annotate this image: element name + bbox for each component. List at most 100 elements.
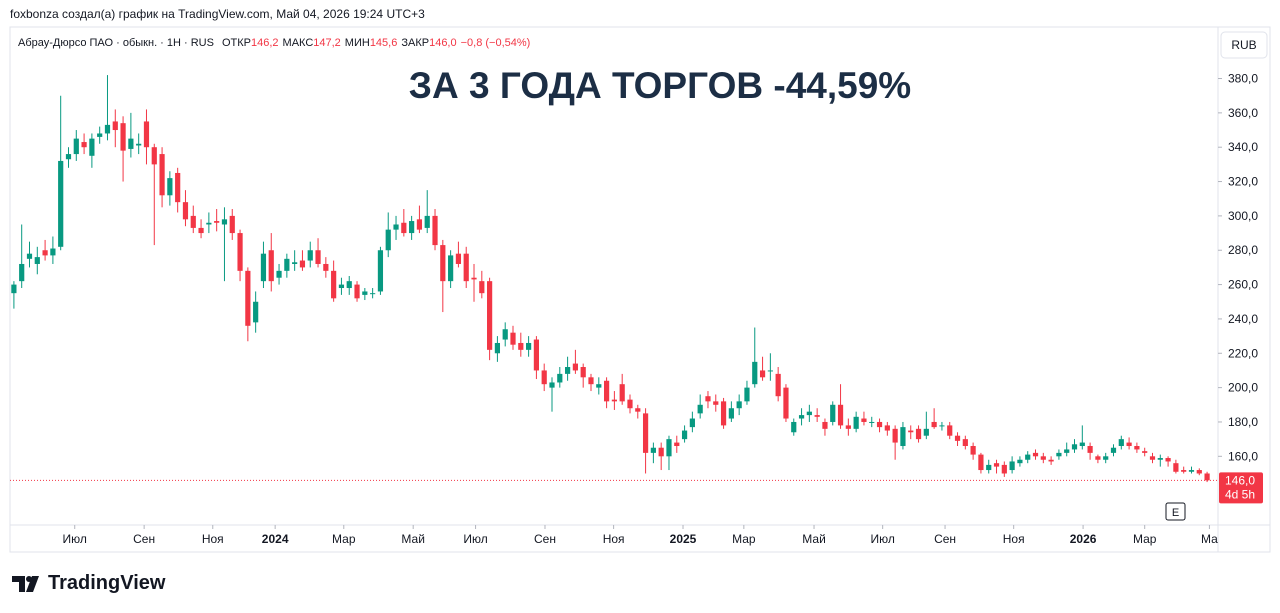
candle-body [128,138,134,149]
candle-body [931,421,937,428]
candle-body [1134,446,1140,450]
candle-body [229,215,235,234]
candle-body [1204,473,1210,481]
x-tick-label: Мар [732,532,756,546]
x-tick-label: Ма [1201,532,1218,546]
candle-body [1087,446,1093,453]
countdown: 4d 5h [1225,487,1255,501]
candle-body [658,447,664,457]
x-tick-label: Сен [133,532,155,546]
candle-body [50,248,56,256]
x-tick-label: Ноя [603,532,625,546]
currency-button[interactable] [1220,31,1268,59]
earnings-marker[interactable]: E [1172,507,1179,519]
earnings-box[interactable] [1165,502,1186,521]
candle-body [681,430,688,440]
candle-body [993,463,1000,467]
candle-body [377,250,384,292]
candle-body [1118,439,1124,447]
candle-body [783,387,789,419]
x-tick-label: Июл [63,532,87,546]
x-tick-label: Мар [1133,532,1157,546]
candle-body [900,427,906,447]
candle-body [689,418,695,428]
candle-body [401,222,407,234]
candle-body [541,370,547,385]
candle-body [1157,458,1163,460]
candle-body [292,262,298,264]
candle-body [323,263,329,271]
candle-body [588,377,594,385]
currency[interactable]: RUB [1231,38,1256,52]
candle-body [159,154,165,196]
candle-body [393,224,399,230]
candle-body [276,270,282,278]
candle-body [564,367,571,374]
candle-body [580,367,586,378]
x-tick-label: Май [802,532,826,546]
y-tick-label: 380,0 [1228,72,1258,86]
candle-body [58,160,64,247]
candle-body [1032,452,1039,457]
ohlc-name: ОТКР [222,37,251,49]
candle-body [650,447,656,453]
candle-body [182,202,189,220]
candle-body [97,133,103,137]
candle-body [190,215,196,228]
candle-body [806,411,812,416]
candle-body [175,172,181,203]
ohlc-value: 145,6 [370,37,398,49]
candle-body [11,284,17,294]
candle-body [947,425,953,436]
candle-body [791,421,797,433]
y-tick-label: 300,0 [1228,209,1258,223]
candle-body [1173,463,1179,472]
candle-body [354,284,360,299]
candle-body [416,219,423,230]
candle-body [487,281,493,350]
credit: foxbonza создал(а) график на TradingView… [10,7,425,21]
x-tick-label: Июл [463,532,487,546]
candle-body [1064,449,1070,453]
candle-body [1017,459,1023,464]
candle-body [518,342,524,350]
chart-title: ЗА 3 ГОДА ТОРГОВ -44,59% [409,65,911,106]
candle-body [151,147,157,165]
candle-body [167,178,173,196]
y-tick-label: 200,0 [1228,381,1258,395]
candle-body [463,253,469,282]
candle-body [767,370,773,372]
x-tick-label: Мар [332,532,356,546]
candle-body [830,404,836,422]
ohlc-value: 146,0 [429,37,457,49]
brand: TradingView [48,572,166,594]
y-tick-label: 280,0 [1228,243,1258,257]
candle-body [104,124,111,134]
candle-body [978,454,984,471]
chart-frame [9,26,1271,553]
candle-body [1110,447,1117,453]
candle-body [533,339,540,371]
candle-body [214,221,220,223]
logo: TradingView [12,572,165,595]
candle-body [136,143,142,146]
candle-body [752,361,758,385]
candle-body [1103,456,1109,460]
candle-body [1149,456,1156,460]
candle-body [1009,461,1015,471]
candle-body [720,401,727,426]
candle-body [370,293,376,295]
candle-body [814,415,820,417]
candle-body [1001,464,1007,474]
candle-body [908,430,914,433]
candle-body [572,363,578,371]
candle-body [120,123,126,151]
candle-body [861,418,867,422]
candle-body [338,284,345,289]
candle-body [627,399,633,409]
y-tick-label: 260,0 [1228,278,1258,292]
candle-body [34,257,40,264]
candle-body [1095,456,1101,460]
ohlc-value: 147,2 [313,37,341,49]
